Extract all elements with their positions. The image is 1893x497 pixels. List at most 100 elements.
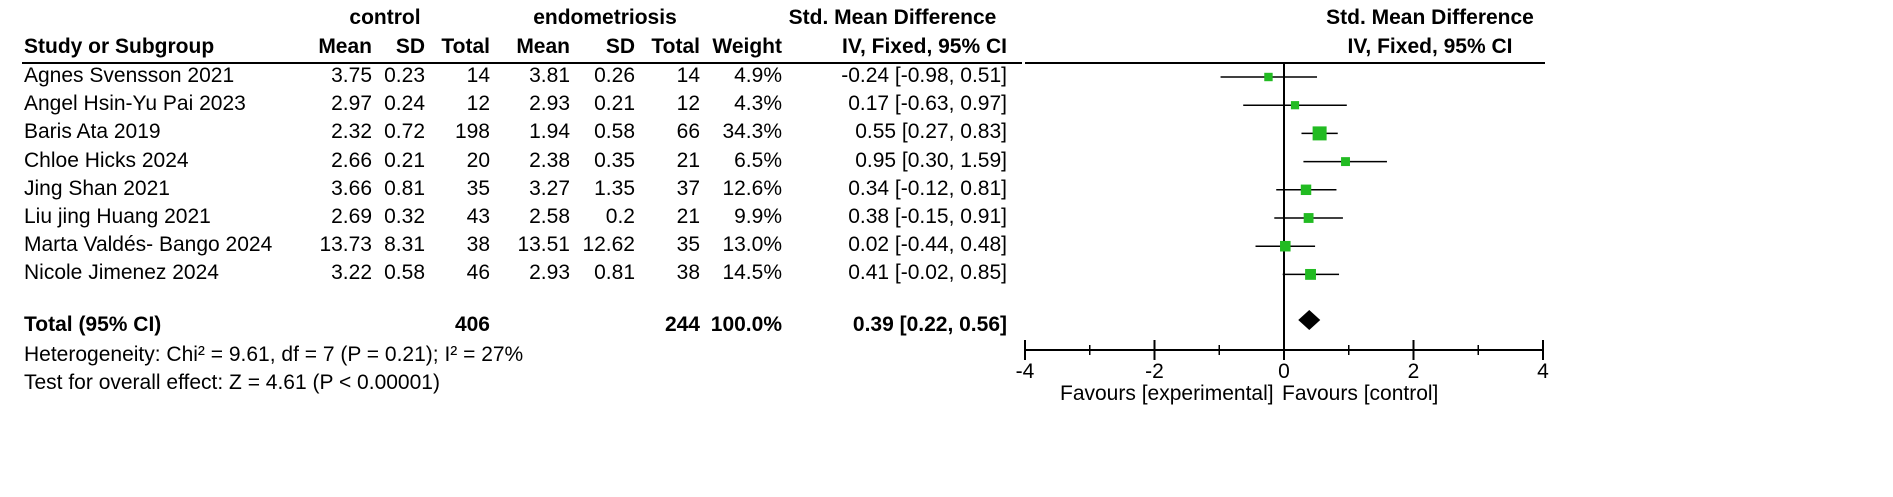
control-total: 46 — [466, 261, 490, 285]
control-sd: 0.58 — [384, 261, 425, 285]
control-mean: 13.73 — [319, 233, 372, 257]
effect-marker — [1305, 268, 1316, 280]
endometriosis-total: 14 — [676, 64, 700, 87]
study-name: Agnes Svensson 2021 — [24, 64, 235, 87]
control-mean: 2.32 — [331, 120, 372, 144]
control-total: 35 — [466, 176, 490, 200]
control-total: 20 — [466, 148, 490, 172]
effect-marker — [1341, 157, 1350, 167]
study-name: Marta Valdés- Bango 2024 — [24, 233, 273, 257]
endometriosis-total: 21 — [676, 205, 700, 228]
plot-header-rule — [1025, 62, 1545, 64]
study-weight: 4.9% — [734, 64, 782, 87]
endometriosis-sd: 0.21 — [594, 92, 635, 116]
study-ci: 0.38 [-0.15, 0.91] — [848, 205, 1007, 228]
control-group-header: control — [349, 6, 421, 29]
effect-marker — [1303, 213, 1314, 223]
effect-marker — [1312, 126, 1327, 141]
study-weight: 12.6% — [722, 176, 782, 200]
endometriosis-mean: 2.38 — [529, 148, 570, 172]
study-ci: -0.24 [-0.98, 0.51] — [841, 64, 1007, 87]
endometriosis-mean: 2.93 — [529, 92, 570, 116]
endometriosis-sd-header: SD — [605, 35, 635, 58]
x-tick-label: -4 — [1016, 360, 1035, 383]
endometriosis-sd: 12.62 — [582, 233, 635, 257]
study-name: Jing Shan 2021 — [24, 176, 170, 200]
control-mean-header: Mean — [318, 35, 372, 58]
study-weight: 13.0% — [722, 233, 782, 257]
control-total: 14 — [466, 64, 490, 87]
control-mean: 2.97 — [331, 92, 372, 116]
pooled-diamond — [1298, 310, 1321, 330]
endometriosis-sd: 0.2 — [605, 205, 635, 228]
endometriosis-sd: 0.81 — [594, 261, 635, 285]
control-sd: 0.81 — [384, 176, 425, 200]
endometriosis-mean: 13.51 — [517, 233, 570, 257]
heterogeneity-stat: Heterogeneity: Chi² = 9.61, df = 7 (P = … — [24, 343, 524, 366]
endometriosis-mean: 2.58 — [529, 205, 570, 228]
control-total-header: Total — [441, 35, 490, 58]
endometriosis-total: 66 — [676, 120, 700, 144]
effect-marker — [1264, 72, 1273, 82]
endometriosis-mean: 3.81 — [529, 64, 570, 87]
total-endometriosis-n: 244 — [664, 313, 700, 336]
endometriosis-total: 35 — [676, 233, 700, 257]
endometriosis-mean: 1.94 — [529, 120, 570, 144]
study-ci: 0.34 [-0.12, 0.81] — [848, 176, 1007, 200]
endometriosis-sd: 0.58 — [594, 120, 635, 144]
control-mean: 2.69 — [331, 205, 372, 228]
endometriosis-total: 38 — [676, 261, 700, 285]
study-ci: 0.95 [0.30, 1.59] — [855, 148, 1007, 172]
study-column-header: Study or Subgroup — [24, 35, 215, 58]
study-name: Baris Ata 2019 — [24, 120, 161, 144]
x-tick-label: -2 — [1145, 360, 1164, 383]
total-label: Total (95% CI) — [24, 313, 162, 336]
x-tick-label: 2 — [1408, 360, 1420, 383]
effect-size-title: Std. Mean Difference — [788, 6, 997, 29]
endometriosis-total: 37 — [676, 176, 700, 200]
endometriosis-mean: 2.93 — [529, 261, 570, 285]
favours-control-label: Favours [control] — [1282, 382, 1439, 405]
study-name: Nicole Jimenez 2024 — [24, 261, 219, 285]
total-weight: 100.0% — [710, 313, 782, 336]
effect-marker — [1300, 184, 1312, 196]
study-ci: 0.02 [-0.44, 0.48] — [848, 233, 1007, 257]
study-ci: 0.41 [-0.02, 0.85] — [848, 261, 1007, 285]
study-name: Liu jing Huang 2021 — [24, 205, 211, 228]
study-ci: 0.55 [0.27, 0.83] — [855, 120, 1007, 144]
effect-marker — [1280, 240, 1291, 252]
endometriosis-mean-header: Mean — [516, 35, 570, 58]
x-tick-label: 4 — [1537, 360, 1549, 383]
effect-marker — [1290, 101, 1300, 110]
study-weight: 4.3% — [734, 92, 782, 116]
table-header-rule — [22, 62, 1022, 64]
study-weight: 34.3% — [722, 120, 782, 144]
endometriosis-total-header: Total — [651, 35, 700, 58]
endometriosis-total: 12 — [676, 92, 700, 116]
total-control-n: 406 — [454, 313, 490, 336]
endometriosis-total: 21 — [676, 148, 700, 172]
control-mean: 3.75 — [331, 64, 372, 87]
control-total: 198 — [454, 120, 490, 144]
endometriosis-sd: 1.35 — [594, 176, 635, 200]
total-ci: 0.39 [0.22, 0.56] — [852, 313, 1007, 336]
study-weight: 9.9% — [734, 205, 782, 228]
study-name: Chloe Hicks 2024 — [24, 148, 189, 172]
plot-method-header: IV, Fixed, 95% CI — [1347, 35, 1513, 58]
control-sd: 0.32 — [384, 205, 425, 228]
favours-experimental-label: Favours [experimental] — [1060, 382, 1274, 405]
control-sd: 0.72 — [384, 120, 425, 144]
endometriosis-sd: 0.26 — [594, 64, 635, 87]
control-sd: 8.31 — [384, 233, 425, 257]
endometriosis-sd: 0.35 — [594, 148, 635, 172]
control-total: 43 — [466, 205, 490, 228]
study-ci: 0.17 [-0.63, 0.97] — [848, 92, 1007, 116]
plot-title: Std. Mean Difference — [1326, 6, 1534, 29]
control-total: 12 — [466, 92, 490, 116]
endometriosis-mean: 3.27 — [529, 176, 570, 200]
control-sd: 0.23 — [384, 64, 425, 87]
effect-method-header: IV, Fixed, 95% CI — [842, 35, 1007, 58]
study-weight: 14.5% — [722, 261, 782, 285]
control-sd: 0.21 — [384, 148, 425, 172]
